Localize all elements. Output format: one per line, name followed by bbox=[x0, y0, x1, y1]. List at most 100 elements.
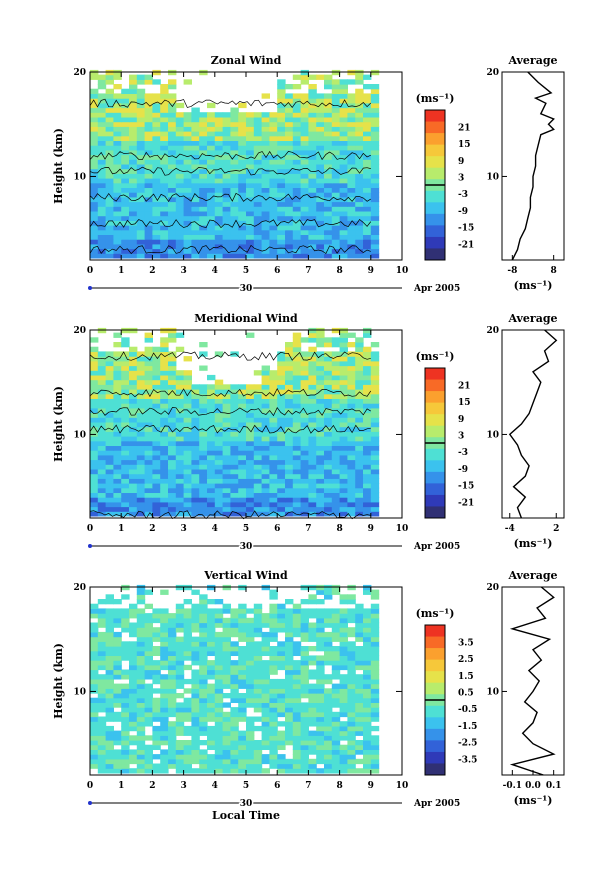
heatmap-cell bbox=[347, 215, 356, 221]
heatmap-cell bbox=[269, 196, 278, 203]
heatmap-cell bbox=[277, 84, 286, 90]
heatmap-cell bbox=[370, 622, 380, 628]
heatmap-cell bbox=[97, 370, 107, 376]
heatmap-cell bbox=[238, 140, 247, 146]
heatmap-cell bbox=[324, 608, 333, 614]
heatmap-cell bbox=[168, 196, 177, 203]
heatmap-cell bbox=[363, 646, 372, 652]
heatmap-cell bbox=[277, 192, 286, 198]
heatmap-cell bbox=[105, 473, 114, 479]
heatmap-cell bbox=[105, 356, 114, 362]
heatmap-cell bbox=[199, 664, 208, 671]
date-label: 30 bbox=[240, 284, 253, 294]
heatmap-cell bbox=[308, 102, 317, 109]
heatmap-cell bbox=[113, 417, 122, 423]
heatmap-cell bbox=[253, 239, 263, 245]
heatmap-cell bbox=[90, 613, 99, 619]
contour-line bbox=[89, 218, 372, 229]
heatmap-cell bbox=[168, 693, 177, 699]
heatmap-cell bbox=[308, 501, 317, 508]
heatmap-cell bbox=[105, 744, 114, 751]
heatmap-cell bbox=[363, 758, 372, 765]
heatmap-cell bbox=[370, 693, 380, 699]
heatmap-cell bbox=[152, 459, 161, 465]
heatmap-cell bbox=[277, 253, 286, 259]
heatmap-cell bbox=[331, 210, 341, 217]
heatmap-cell bbox=[261, 121, 270, 127]
heatmap-cell bbox=[136, 149, 146, 156]
heatmap-cell bbox=[308, 178, 317, 184]
heatmap-cell bbox=[191, 421, 200, 428]
heatmap-cell bbox=[292, 445, 302, 451]
heatmap-cell bbox=[292, 206, 302, 212]
heatmap-cell bbox=[363, 678, 372, 685]
heatmap-cell bbox=[160, 346, 169, 353]
heatmap-cell bbox=[246, 483, 255, 489]
heatmap-cell bbox=[207, 149, 216, 156]
heatmap-cell bbox=[370, 636, 380, 642]
heatmap-cell bbox=[230, 735, 239, 741]
heatmap-cell bbox=[292, 356, 302, 362]
heatmap-cell bbox=[152, 225, 161, 231]
heatmap-cell bbox=[246, 450, 255, 456]
heatmap-cell bbox=[152, 650, 161, 657]
heatmap-cell bbox=[105, 445, 114, 451]
heatmap-cell bbox=[355, 683, 364, 689]
heatmap-cell bbox=[292, 622, 302, 628]
heatmap-cell bbox=[136, 674, 146, 680]
heatmap-cell bbox=[168, 669, 177, 675]
heatmap-cell bbox=[339, 173, 348, 179]
heatmap-cell bbox=[191, 492, 200, 498]
heatmap-cell bbox=[269, 126, 278, 132]
heatmap-cell bbox=[136, 473, 146, 479]
heatmap-cell bbox=[370, 163, 380, 170]
heatmap-cell bbox=[113, 454, 122, 461]
heatmap-cell bbox=[175, 702, 185, 708]
heatmap-cell bbox=[97, 683, 107, 689]
heatmap-cell bbox=[207, 697, 216, 704]
heatmap-cell bbox=[175, 473, 185, 479]
heatmap-cell bbox=[300, 627, 309, 633]
heatmap-cell bbox=[269, 398, 278, 404]
heatmap-cell bbox=[363, 511, 372, 517]
heatmap-cell bbox=[97, 492, 107, 498]
heatmap-cell bbox=[370, 650, 380, 657]
heatmap-cell bbox=[183, 370, 192, 376]
heatmap-cell bbox=[152, 210, 161, 217]
x-tick-label: 5 bbox=[243, 781, 249, 791]
heatmap-cell bbox=[324, 93, 333, 99]
heatmap-cell bbox=[136, 351, 146, 357]
heatmap-cell bbox=[144, 436, 153, 442]
heatmap-cell bbox=[363, 693, 372, 699]
colorbar-swatch bbox=[425, 763, 445, 776]
heatmap-cell bbox=[97, 163, 107, 170]
heatmap-cell bbox=[316, 253, 325, 259]
heatmap-cell bbox=[168, 464, 177, 470]
heatmap-cell bbox=[230, 253, 239, 259]
heatmap-cell bbox=[144, 192, 153, 198]
heatmap-cell bbox=[331, 735, 341, 741]
heatmap-cell bbox=[324, 140, 333, 146]
heatmap-cell bbox=[347, 149, 356, 156]
heatmap-cell bbox=[261, 187, 270, 193]
heatmap-cell bbox=[175, 613, 185, 619]
heatmap-cell bbox=[230, 754, 239, 760]
heatmap-cell bbox=[339, 374, 348, 381]
heatmap-cell bbox=[355, 678, 364, 685]
heatmap-cell bbox=[152, 487, 161, 494]
heatmap-cell bbox=[136, 121, 146, 127]
heatmap-cell bbox=[97, 229, 107, 236]
heatmap-cell bbox=[129, 669, 138, 675]
heatmap-cell bbox=[97, 721, 107, 727]
heatmap-cell bbox=[292, 506, 302, 512]
heatmap-cell bbox=[183, 650, 192, 657]
heatmap-cell bbox=[160, 655, 169, 661]
heatmap-cell bbox=[316, 140, 325, 146]
heatmap-cell bbox=[144, 135, 153, 142]
heatmap-cell bbox=[191, 168, 200, 174]
heatmap-cell bbox=[222, 646, 231, 652]
heatmap-cell bbox=[214, 744, 224, 751]
heatmap-cell bbox=[136, 697, 146, 704]
heatmap-cell bbox=[136, 135, 146, 142]
heatmap-cell bbox=[129, 749, 138, 755]
